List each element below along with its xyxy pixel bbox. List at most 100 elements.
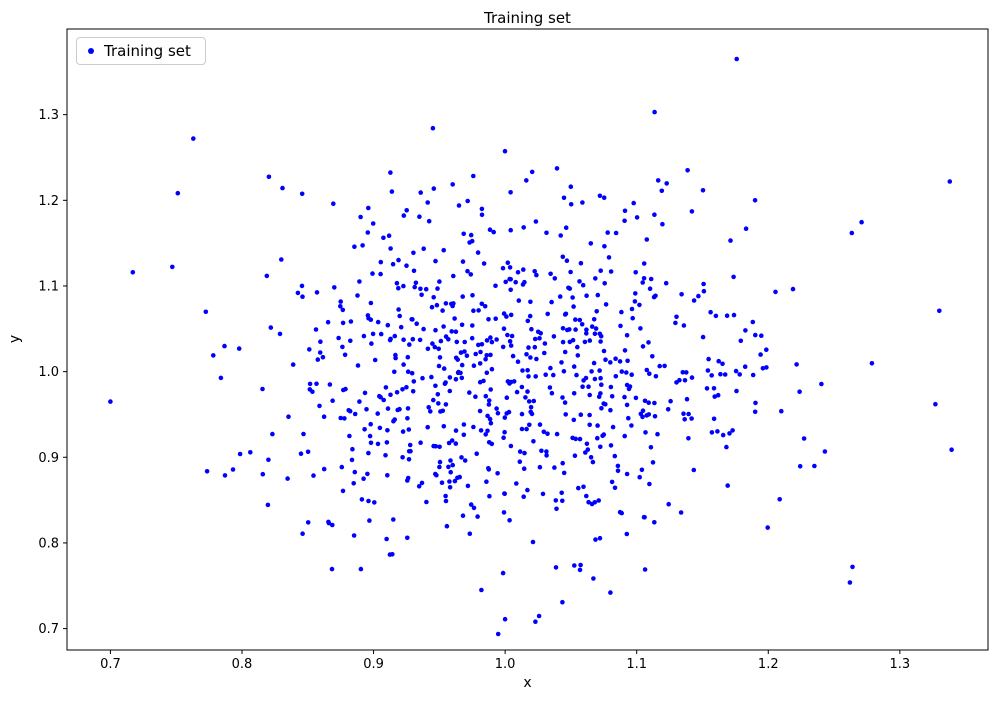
scatter-point [440,308,445,313]
scatter-point [417,337,423,343]
scatter-point [580,200,585,205]
chart-title: Training set [484,9,571,27]
legend-marker-dot [88,48,94,54]
scatter-point [300,531,305,536]
scatter-point [372,500,377,505]
scatter-point [478,349,483,355]
scatter-point [338,415,344,421]
scatter-point [446,440,452,446]
scatter-point [617,359,623,364]
scatter-point [619,369,625,374]
scatter-point [758,352,763,357]
scatter-point [385,322,391,328]
scatter-point [491,229,497,235]
scatter-point [637,302,642,308]
scatter-point [418,440,423,446]
scatter-point [441,424,447,429]
scatter-point [449,301,454,307]
scatter-point [494,337,499,342]
scatter-point [684,370,689,375]
scatter-point [385,406,391,411]
scatter-point [595,435,600,441]
scatter-point [462,339,468,345]
scatter-point [622,208,628,214]
scatter-point [530,539,536,545]
scatter-point [314,381,319,387]
scatter-point [947,179,953,184]
scatter-point [456,203,462,208]
scatter-point [689,375,695,380]
scatter-point [494,406,499,411]
scatter-point [495,471,500,476]
scatter-point [290,362,296,367]
scatter-point [731,312,737,318]
scatter-point [637,474,642,480]
scatter-point [685,168,690,173]
scatter-point [438,409,443,414]
scatter-point [370,271,375,276]
scatter-point [471,173,476,179]
scatter-point [361,476,366,482]
scatter-point [608,360,613,365]
legend-label: Training set [104,42,191,60]
scatter-point [394,390,400,395]
scatter-point [425,424,431,430]
scatter-point [752,409,758,415]
scatter-point [493,316,499,322]
scatter-point [400,429,406,434]
scatter-point [407,342,412,347]
scatter-point [437,279,442,284]
scatter-point [381,397,387,403]
scatter-point [560,460,565,466]
scatter-point [681,411,686,417]
scatter-point [640,414,645,420]
scatter-point [433,383,438,389]
scatter-point [819,381,824,387]
scatter-point [608,407,613,413]
scatter-point [801,436,807,441]
scatter-point [554,506,559,512]
scatter-point [622,218,627,224]
scatter-point [659,188,665,194]
scatter-point [375,441,381,447]
scatter-point [720,432,726,438]
scatter-point [222,473,228,478]
scatter-point [765,525,770,530]
scatter-point [532,269,537,274]
scatter-point [523,395,528,400]
scatter-point [738,338,744,344]
scatter-point [495,631,501,637]
scatter-point [459,375,465,381]
scatter-point [561,470,567,476]
scatter-point [418,190,424,195]
scatter-point [559,490,564,496]
scatter-point [574,372,579,378]
scatter-point [441,247,447,253]
scatter-point [560,599,565,605]
scatter-point [285,476,290,481]
scatter-point [612,453,618,459]
scatter-point [429,374,434,380]
scatter-point [502,491,507,496]
scatter-point [548,365,553,371]
scatter-point [360,243,365,248]
scatter-point [592,500,598,505]
scatter-point [405,406,411,411]
scatter-point [551,372,556,378]
scatter-point [682,378,688,383]
scatter-point [501,510,507,515]
scatter-point [622,394,627,400]
scatter-point [406,449,412,454]
scatter-point [318,339,323,345]
scatter-point [587,412,592,418]
scatter-point [542,350,547,356]
scatter-point [320,354,326,360]
scatter-point [471,505,477,511]
scatter-point [560,254,566,260]
scatter-point [475,250,481,255]
scatter-point [505,260,511,266]
scatter-point [301,431,306,437]
scatter-point [713,313,719,319]
scatter-point [587,338,593,343]
scatter-point [613,356,618,362]
